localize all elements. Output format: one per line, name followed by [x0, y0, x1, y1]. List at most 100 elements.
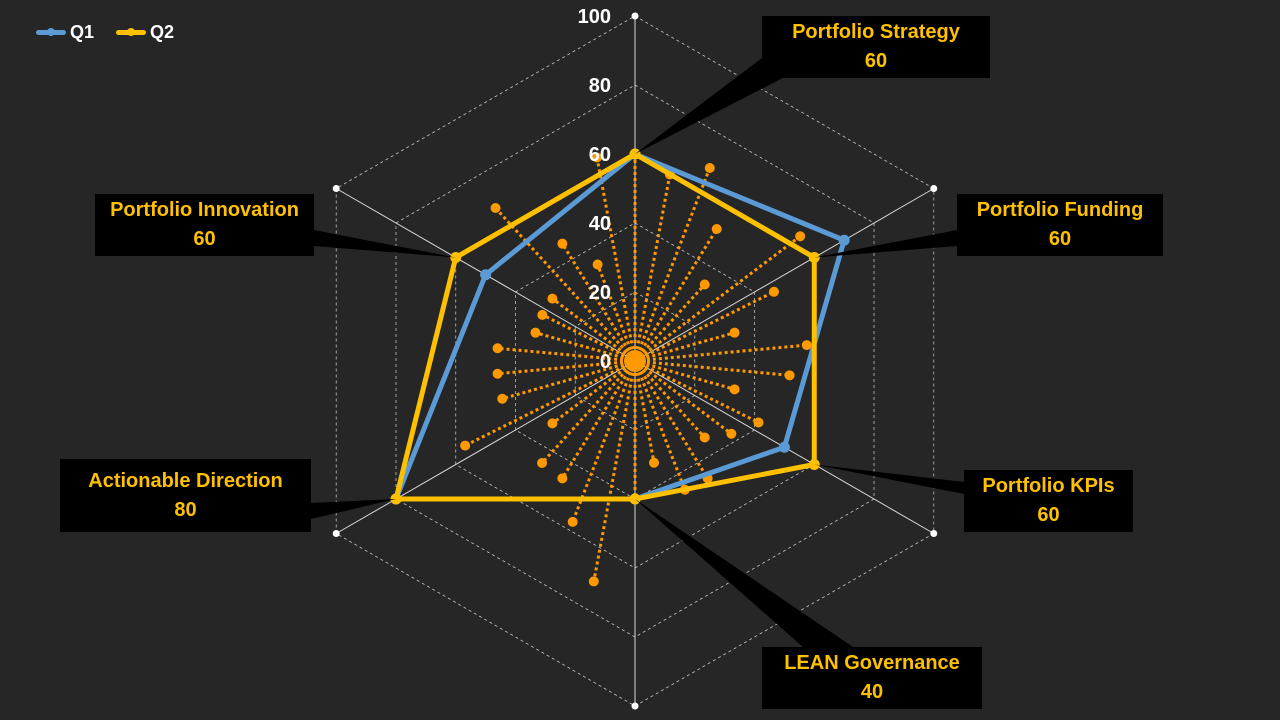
dotted-spoke [634, 235, 802, 363]
axis-line [634, 188, 935, 362]
dotted-spoke-point [729, 327, 740, 338]
dotted-spoke [561, 360, 637, 480]
axis-end-dot [332, 185, 340, 192]
dotted-spoke-point [795, 231, 806, 242]
dotted-spoke [634, 359, 733, 435]
dotted-spoke-point [753, 417, 764, 428]
dotted-spoke [634, 343, 807, 363]
dotted-spoke-point [699, 279, 710, 290]
callout-leader [311, 499, 396, 519]
callout-label: Portfolio Strategy [792, 21, 960, 43]
axis-end-dot [332, 530, 340, 537]
callout-portfolio-kpis: Portfolio KPIs 60 [964, 470, 1133, 532]
dotted-spoke-point [768, 286, 779, 297]
series-point-q1 [480, 269, 492, 281]
callout-portfolio-strategy: Portfolio Strategy 60 [762, 16, 990, 78]
callout-leader [635, 58, 806, 154]
legend-item-q2[interactable]: Q2 [116, 22, 174, 43]
dotted-spoke [596, 263, 637, 362]
dotted-spoke [501, 359, 636, 401]
callout-label: Portfolio KPIs [982, 475, 1115, 497]
dotted-spoke [634, 359, 790, 377]
dotted-spoke [561, 242, 637, 362]
series-point-q1 [838, 234, 850, 246]
dotted-spoke [633, 174, 672, 362]
dotted-spoke [540, 359, 637, 464]
legend-swatch-q1 [36, 28, 66, 36]
dotted-spoke [634, 359, 735, 391]
tick-label: 100 [578, 6, 611, 28]
callout-value: 60 [1048, 228, 1072, 250]
dotted-spoke [592, 360, 637, 582]
dotted-spoke-point [557, 238, 568, 249]
dotted-spoke [633, 228, 719, 362]
tick-label: 60 [589, 144, 611, 166]
tick-label: 0 [600, 351, 611, 373]
callout-label: Portfolio Innovation [110, 199, 299, 221]
dotted-spoke-point [649, 457, 660, 468]
dotted-spoke [464, 359, 636, 447]
dotted-spoke [595, 157, 637, 362]
dotted-spoke-point [492, 368, 503, 379]
radar-dotted-spokes [460, 149, 812, 587]
legend-item-q1[interactable]: Q1 [36, 22, 94, 43]
callout-lean-governance: LEAN Governance 40 [762, 647, 982, 709]
dotted-spoke-point [588, 576, 599, 587]
callout-value: 60 [864, 50, 888, 72]
dotted-spoke-point [492, 343, 503, 354]
dotted-spoke [551, 359, 636, 425]
dotted-spoke-point [591, 152, 602, 163]
axis-line [335, 360, 636, 534]
callout-leader [814, 464, 964, 494]
center-hub [624, 350, 646, 372]
dotted-spoke-point [801, 340, 812, 351]
dotted-spoke-point [497, 393, 508, 404]
dotted-spoke [551, 297, 636, 363]
dotted-spoke [497, 359, 636, 376]
dotted-spoke-point [567, 516, 578, 527]
callout-value: 80 [174, 498, 197, 521]
dotted-spoke-point [460, 440, 471, 451]
legend-label-q1: Q1 [70, 22, 95, 42]
dotted-spoke-point [784, 370, 795, 381]
dotted-spoke-point [547, 293, 558, 304]
callout-label: Actionable Direction [88, 469, 283, 492]
dotted-spoke [633, 283, 706, 363]
callout-value: 40 [860, 681, 884, 703]
dotted-spoke-point [557, 473, 568, 484]
dotted-spoke [634, 331, 735, 363]
dotted-spoke [634, 290, 775, 363]
series-point-q1 [778, 441, 790, 453]
legend-label-q2: Q2 [150, 22, 175, 42]
dotted-spoke-point [537, 309, 548, 320]
dotted-spoke-point [729, 384, 740, 395]
dotted-spoke [541, 313, 636, 363]
axis-end-dot [631, 12, 639, 20]
callout-actionable-direction: Actionable Direction 80 [60, 459, 311, 532]
dotted-spoke [497, 346, 636, 363]
dotted-spoke-point [699, 432, 710, 443]
legend: Q1 Q2 [36, 22, 174, 43]
dotted-spoke [633, 359, 706, 439]
dotted-spoke [535, 331, 636, 363]
dotted-spoke [633, 360, 656, 464]
dotted-spoke [633, 167, 712, 362]
dotted-spoke [494, 207, 637, 363]
callout-portfolio-innovation: Portfolio Innovation 60 [95, 194, 314, 256]
tick-label: 80 [589, 75, 611, 97]
dotted-spoke-point [726, 428, 737, 439]
tick-label: 20 [589, 282, 611, 304]
dotted-spoke-point [547, 418, 558, 429]
tick-label: 40 [589, 213, 611, 235]
axis-end-dot [631, 702, 639, 710]
axis-end-dot [930, 530, 938, 537]
dotted-spoke-point [704, 162, 715, 173]
callout-label: LEAN Governance [784, 652, 960, 674]
dotted-spoke-point [530, 327, 541, 338]
legend-swatch-q2 [116, 28, 147, 36]
dotted-spoke-point [592, 259, 603, 270]
dotted-spoke [633, 360, 687, 491]
callout-leaders [311, 58, 964, 647]
dotted-spoke [571, 360, 637, 523]
callout-leader [814, 230, 957, 258]
